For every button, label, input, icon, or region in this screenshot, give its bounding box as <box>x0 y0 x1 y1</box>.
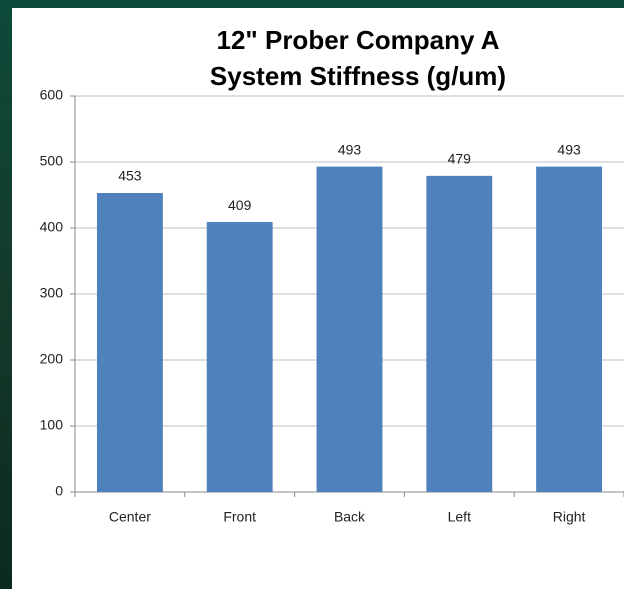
x-tick-label: Left <box>448 509 471 525</box>
y-tick-label: 500 <box>40 153 64 169</box>
bar <box>316 166 383 492</box>
x-tick-label: Back <box>334 509 366 525</box>
y-tick-label: 300 <box>40 285 64 301</box>
bar <box>426 175 493 493</box>
data-label: 493 <box>338 141 362 157</box>
data-label: 409 <box>228 197 252 213</box>
y-tick-label: 0 <box>55 483 63 499</box>
y-tick-label: 400 <box>40 219 64 235</box>
x-tick-label: Front <box>223 509 256 525</box>
chart-title: 12" Prober Company A <box>217 25 500 55</box>
bar <box>96 193 163 492</box>
x-tick-label: Right <box>553 509 586 525</box>
bar <box>536 166 603 492</box>
chart-title: System Stiffness (g/um) <box>210 61 506 91</box>
y-tick-label: 100 <box>40 417 64 433</box>
chart: 12" Prober Company A System Stiffness (g… <box>12 8 624 589</box>
bar <box>206 222 273 492</box>
data-label: 493 <box>557 141 581 157</box>
y-tick-label: 200 <box>40 351 64 367</box>
y-tick-label: 600 <box>40 87 64 103</box>
x-tick-label: Center <box>109 509 151 525</box>
data-label: 479 <box>448 151 472 167</box>
data-label: 453 <box>118 168 142 184</box>
